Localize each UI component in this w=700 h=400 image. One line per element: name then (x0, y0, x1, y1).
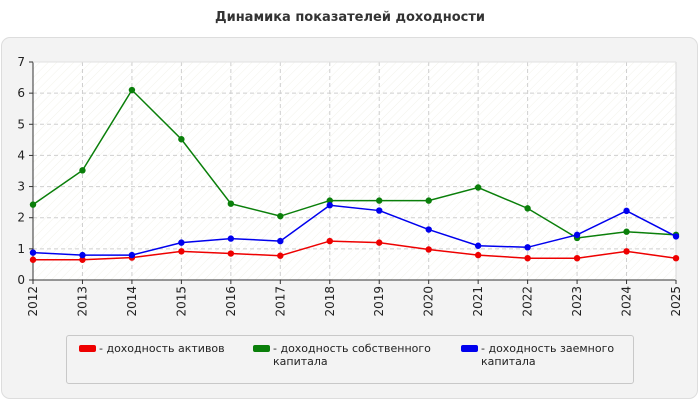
x-tick-label: 2024 (620, 286, 634, 317)
data-point (128, 251, 136, 259)
data-point (29, 249, 37, 256)
y-tick-label: 4 (17, 148, 25, 162)
legend-swatch (253, 345, 270, 352)
data-point (277, 212, 284, 220)
series-line (32, 204, 677, 256)
y-tick-label: 3 (17, 180, 25, 194)
data-point (326, 237, 333, 245)
x-tick-label: 2015 (174, 286, 188, 317)
series-line (33, 240, 677, 261)
legend-swatch (79, 345, 96, 352)
series-line (32, 88, 677, 239)
data-point (474, 242, 482, 249)
y-tick-label: 6 (17, 86, 25, 100)
x-tick-label: 2023 (570, 286, 584, 317)
legend-label: - доходность заемного капитала (481, 342, 615, 368)
chart-legend: - доходность активов - доходность собств… (66, 335, 634, 384)
y-tick-label: 1 (17, 242, 25, 256)
data-point (178, 239, 185, 246)
data-point (376, 207, 383, 214)
data-point (277, 252, 284, 259)
x-tick-label: 2019 (372, 286, 386, 317)
x-tick-label: 2018 (323, 286, 337, 317)
y-tick-label: 2 (17, 211, 25, 225)
data-point (79, 167, 86, 174)
data-point (128, 86, 136, 94)
data-point (573, 255, 581, 262)
data-point (178, 136, 185, 143)
legend-label: - доходность собственного капитала (273, 342, 431, 368)
x-tick-label: 2012 (26, 286, 40, 317)
data-point (623, 228, 630, 235)
data-point (524, 205, 531, 212)
data-point (573, 231, 581, 239)
legend-item-debt: - доходность заемного капитала (461, 342, 614, 368)
x-tick-label: 2025 (669, 286, 683, 317)
x-tick-label: 2022 (521, 286, 535, 317)
data-point (474, 251, 482, 259)
data-point (277, 237, 284, 245)
data-point (376, 197, 383, 204)
y-tick-label: 5 (17, 117, 25, 131)
y-tick-label: 7 (17, 55, 25, 69)
data-point (227, 235, 235, 242)
data-point (227, 200, 235, 207)
x-tick-label: 2014 (125, 286, 139, 317)
data-point (425, 197, 432, 204)
legend-item-assets: - доходность активов (79, 342, 225, 355)
data-point (623, 207, 630, 215)
x-tick-label: 2020 (422, 286, 436, 317)
x-tick-label: 2021 (471, 286, 485, 317)
data-point (474, 184, 482, 191)
data-point (29, 256, 37, 263)
x-tick-label: 2016 (224, 286, 238, 317)
data-point (79, 251, 86, 259)
data-point (79, 256, 86, 263)
data-point (524, 255, 531, 262)
data-point (326, 202, 333, 209)
data-point (672, 233, 680, 240)
legend-item-equity: - доходность собственного капитала (253, 342, 431, 368)
data-point (376, 239, 383, 246)
y-tick-label: 0 (17, 273, 25, 287)
x-tick-label: 2013 (75, 286, 89, 317)
data-point (623, 248, 630, 255)
data-point (425, 246, 432, 253)
data-point (326, 197, 333, 204)
data-point (425, 226, 432, 233)
legend-swatch (461, 345, 478, 352)
chart-title: Динамика показателей доходности (215, 10, 485, 25)
x-tick-label: 2017 (273, 286, 287, 317)
data-point (672, 255, 680, 262)
data-point (178, 248, 185, 255)
data-point (227, 250, 235, 257)
data-point (524, 244, 531, 251)
legend-label: - доходность активов (99, 342, 225, 355)
data-point (29, 201, 37, 208)
